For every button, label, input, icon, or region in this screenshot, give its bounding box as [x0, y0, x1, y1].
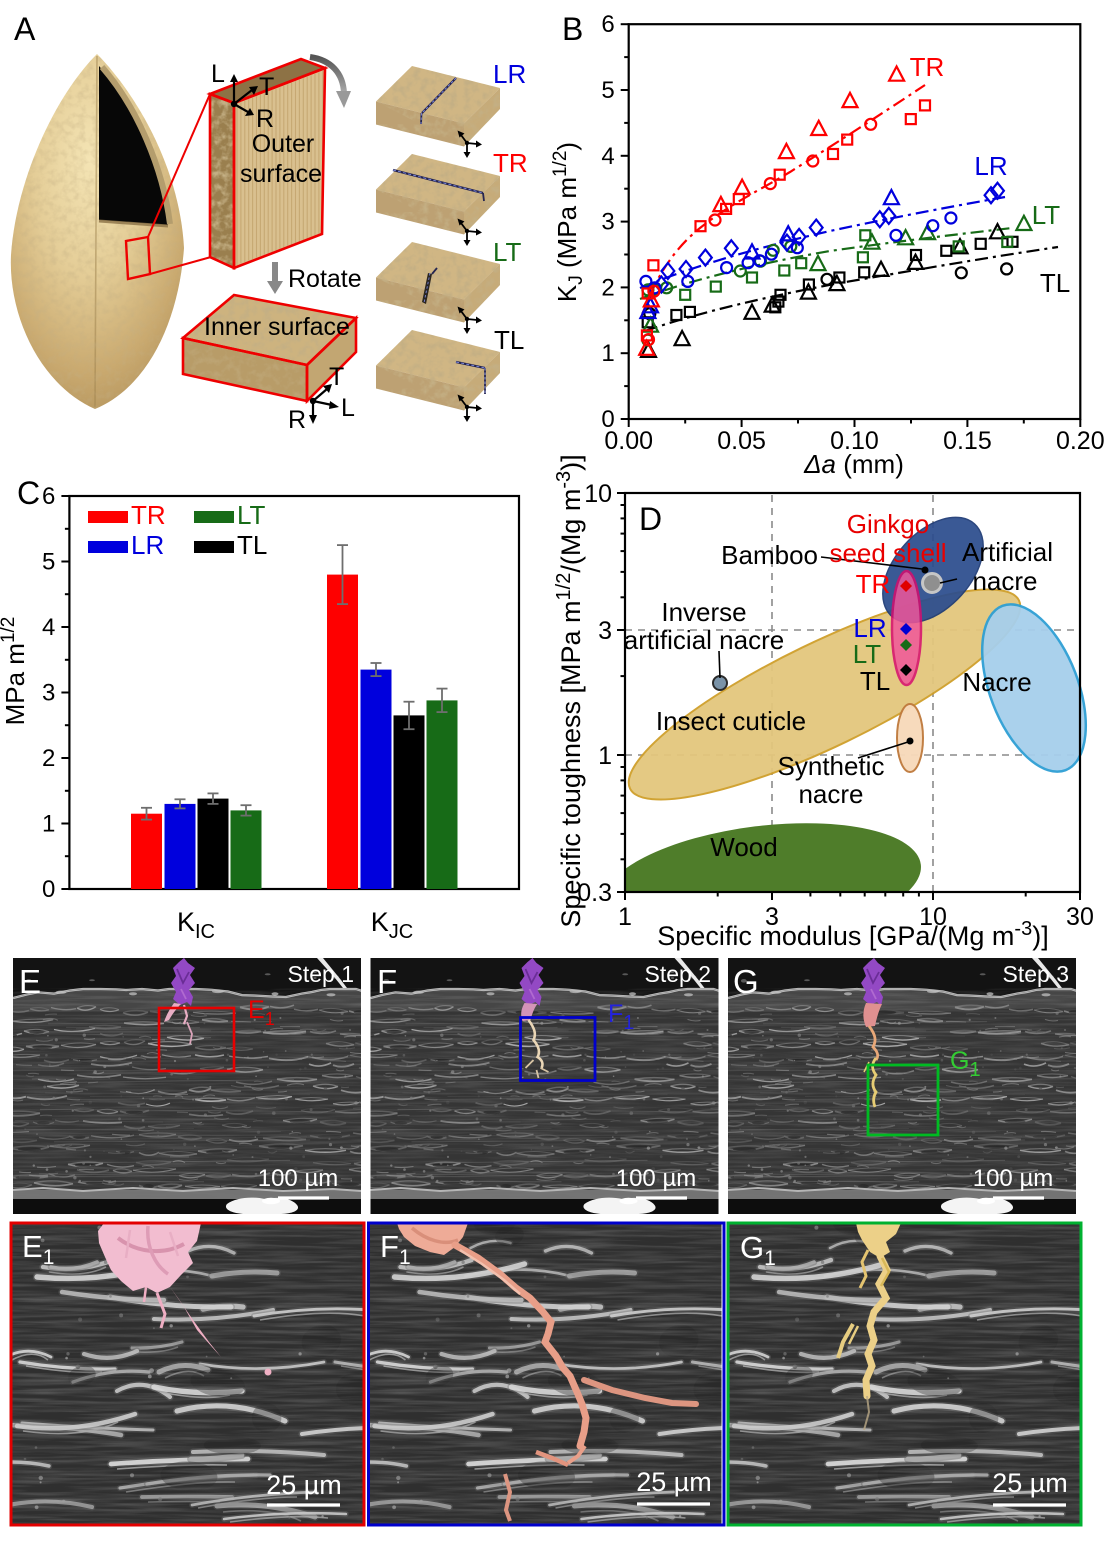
svg-text:L: L: [211, 60, 225, 88]
svg-text:0.05: 0.05: [717, 427, 766, 455]
svg-text:MPa m1/2: MPa m1/2: [0, 617, 30, 726]
svg-text:nacre: nacre: [798, 779, 863, 809]
svg-text:TR: TR: [910, 52, 945, 82]
svg-text:TL: TL: [1040, 268, 1070, 298]
svg-text:Artificial: Artificial: [962, 537, 1053, 567]
svg-text:25 µm: 25 µm: [266, 1470, 342, 1500]
svg-text:artificial nacre: artificial nacre: [624, 625, 784, 655]
svg-text:10: 10: [584, 480, 612, 508]
svg-text:25 µm: 25 µm: [636, 1467, 712, 1497]
svg-text:0: 0: [601, 406, 614, 433]
svg-text:surface: surface: [240, 160, 322, 188]
svg-text:TL: TL: [860, 666, 890, 696]
svg-text:Rotate: Rotate: [288, 265, 362, 293]
svg-text:Ginkgo: Ginkgo: [847, 509, 929, 539]
svg-text:30: 30: [1066, 903, 1094, 931]
svg-text:100 µm: 100 µm: [258, 1165, 339, 1192]
svg-text:Specific modulus [GPa/(Mg m-3): Specific modulus [GPa/(Mg m-3)]: [657, 918, 1048, 951]
svg-text:3: 3: [601, 209, 614, 236]
svg-text:T: T: [259, 73, 274, 101]
svg-text:2: 2: [42, 745, 55, 772]
svg-text:A: A: [14, 11, 36, 47]
svg-text:LR: LR: [131, 530, 164, 560]
svg-text:TR: TR: [856, 569, 891, 599]
svg-text:0.15: 0.15: [943, 427, 992, 455]
svg-text:100 µm: 100 µm: [973, 1165, 1054, 1192]
svg-text:E: E: [19, 963, 41, 1000]
svg-text:Step 3: Step 3: [1003, 961, 1070, 987]
svg-text:R: R: [288, 406, 306, 434]
svg-text:TR: TR: [131, 500, 166, 530]
svg-text:100 µm: 100 µm: [616, 1165, 697, 1192]
svg-text:LT: LT: [493, 237, 522, 267]
svg-text:Inverse: Inverse: [661, 597, 746, 627]
svg-text:B: B: [562, 11, 583, 47]
svg-text:6: 6: [42, 483, 55, 510]
svg-text:Outer: Outer: [252, 130, 315, 158]
svg-text:C: C: [17, 475, 40, 511]
svg-text:3: 3: [598, 617, 612, 645]
svg-text:LT: LT: [237, 500, 266, 530]
svg-text:TL: TL: [237, 530, 267, 560]
svg-text:4: 4: [601, 143, 614, 170]
svg-text:KJ (MPa m1/2): KJ (MPa m1/2): [550, 142, 587, 302]
svg-text:T: T: [329, 363, 344, 391]
svg-text:3: 3: [42, 680, 55, 707]
svg-text:Step 2: Step 2: [645, 961, 712, 987]
svg-text:D: D: [639, 501, 662, 537]
svg-text:25 µm: 25 µm: [992, 1468, 1068, 1498]
svg-text:KIC: KIC: [177, 907, 215, 943]
svg-text:10: 10: [919, 903, 947, 931]
svg-text:Nacre: Nacre: [962, 667, 1031, 697]
svg-text:Synthetic: Synthetic: [778, 751, 885, 781]
svg-text:G: G: [733, 963, 759, 1000]
svg-text:0.20: 0.20: [1056, 427, 1105, 455]
svg-text:0.3: 0.3: [577, 879, 612, 907]
svg-text:Inner surface: Inner surface: [204, 313, 350, 341]
svg-text:0.00: 0.00: [604, 427, 653, 455]
svg-text:Insect cuticle: Insect cuticle: [656, 706, 806, 736]
svg-text:TR: TR: [493, 148, 528, 178]
svg-text:4: 4: [42, 614, 55, 641]
svg-text:R: R: [256, 105, 274, 133]
svg-text:5: 5: [42, 549, 55, 576]
svg-text:Step 1: Step 1: [288, 961, 355, 987]
svg-text:Bamboo: Bamboo: [721, 540, 818, 570]
svg-text:LT: LT: [853, 639, 882, 669]
svg-text:Wood: Wood: [710, 832, 777, 862]
svg-text:LT: LT: [1032, 200, 1061, 230]
svg-text:LR: LR: [493, 59, 526, 89]
svg-text:L: L: [341, 394, 355, 422]
svg-text:1: 1: [598, 742, 612, 770]
svg-text:KJC: KJC: [371, 907, 413, 943]
svg-text:1: 1: [42, 811, 55, 838]
svg-text:1: 1: [601, 340, 614, 367]
svg-text:1: 1: [618, 903, 632, 931]
svg-text:2: 2: [601, 274, 614, 301]
svg-text:nacre: nacre: [972, 566, 1037, 596]
svg-text:5: 5: [601, 77, 614, 104]
svg-text:LR: LR: [974, 151, 1007, 181]
svg-text:LR: LR: [853, 613, 886, 643]
svg-text:seed shell: seed shell: [829, 538, 946, 568]
svg-text:0: 0: [42, 876, 55, 903]
svg-text:TL: TL: [494, 325, 524, 355]
svg-text:F: F: [377, 963, 397, 1000]
svg-text:6: 6: [601, 11, 614, 38]
svg-text:Specific toughness [MPa m1/2/(: Specific toughness [MPa m1/2/(Mg m-3)]: [553, 454, 586, 927]
svg-text:0.10: 0.10: [830, 427, 879, 455]
svg-text:3: 3: [765, 903, 779, 931]
svg-text:Δa (mm): Δa (mm): [803, 449, 904, 479]
